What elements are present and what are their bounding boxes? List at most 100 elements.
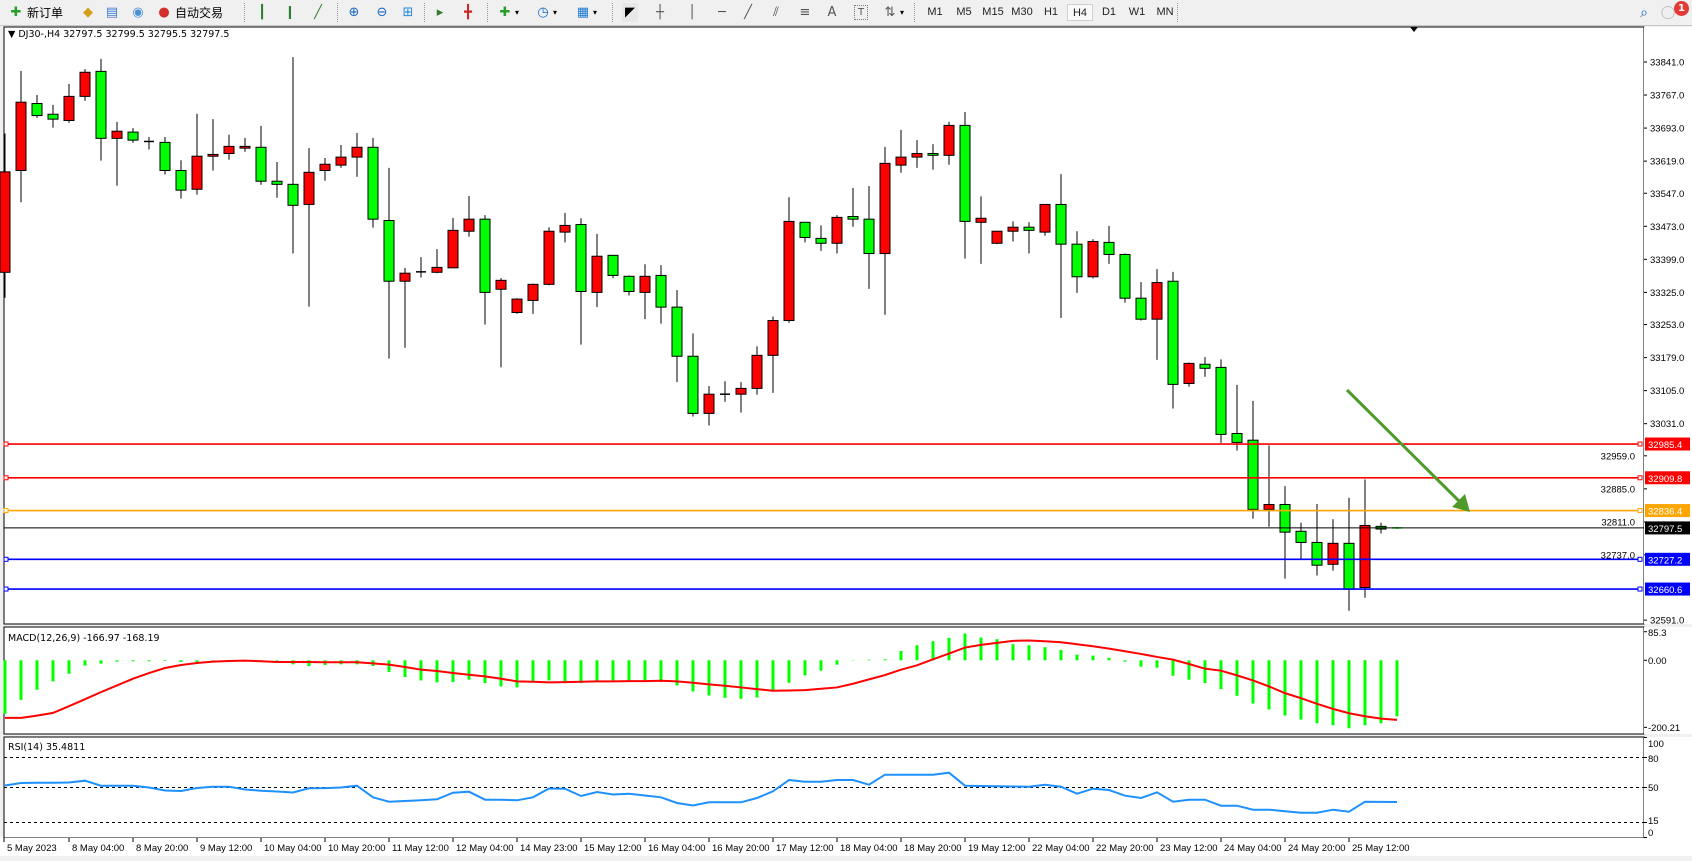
auto-scroll-button[interactable]: ▸ — [432, 3, 448, 22]
timeframe-d1[interactable]: D1 — [1101, 6, 1117, 18]
time-tick-label: 16 May 20:00 — [712, 843, 770, 854]
candle — [720, 381, 730, 402]
vertical-line-button[interactable]: │ — [684, 3, 700, 22]
timeframe-h4[interactable]: H4 — [1067, 4, 1093, 21]
candle — [416, 257, 426, 278]
equidistant-channel-icon: ⫽ — [773, 4, 779, 20]
candle-body — [463, 218, 475, 232]
candle-body — [0, 171, 11, 273]
horizontal-levels — [3, 388, 1644, 592]
candle — [1039, 203, 1051, 236]
level-price-label: 32836.4 — [1648, 507, 1682, 518]
candle-body — [575, 224, 587, 293]
chart-shift-button[interactable]: ╋ — [460, 3, 476, 22]
candle — [527, 283, 539, 314]
level-price-tag — [1645, 552, 1690, 566]
time-tick-label: 11 May 12:00 — [392, 843, 449, 854]
candle — [1151, 269, 1163, 360]
equidistant-channel-button[interactable]: ⫽ — [768, 3, 784, 22]
templates-button[interactable]: ▦ ▾ — [575, 3, 599, 22]
annotation-arrowhead-icon — [1452, 494, 1470, 512]
candle — [79, 69, 91, 101]
level-handle — [3, 556, 9, 562]
zoom-out-button[interactable]: ⊖ — [374, 3, 390, 22]
indicators-button[interactable]: ✚ ▾ — [497, 3, 521, 22]
candlestick-chart-button[interactable]: ❙ — [282, 3, 298, 22]
line-chart-icon: ╱ — [314, 4, 322, 20]
candle — [511, 298, 523, 314]
timeframe-w1[interactable]: W1 — [1128, 6, 1146, 18]
timeframe-m15[interactable]: M15 — [982, 6, 1004, 18]
toolbar-separator — [612, 3, 614, 22]
timeframe-m30[interactable]: M30 — [1011, 6, 1033, 18]
time-tick-label: 16 May 04:00 — [648, 843, 706, 854]
level-handle — [1637, 475, 1643, 481]
market-watch-button[interactable]: ◆ — [80, 3, 96, 22]
timeframe-mn[interactable]: MN — [1156, 6, 1174, 18]
candle-body — [1311, 541, 1323, 566]
horizontal-line-button[interactable]: ─ — [714, 3, 730, 22]
auto-trading-icon: ● — [158, 4, 170, 20]
candle-body — [1343, 542, 1355, 590]
line-chart-button[interactable]: ╱ — [310, 3, 326, 22]
crosshair-button[interactable]: ┼ — [652, 3, 668, 22]
candle-body — [639, 275, 651, 293]
data-window-button[interactable]: ▤ — [104, 3, 120, 22]
notifications-button[interactable]: ◯ — [1660, 3, 1676, 22]
chart-canvas[interactable]: 33841.0 33767.0 33693.0 33619.0 33547.0 33473… — [0, 26, 1692, 861]
candle-body — [175, 169, 187, 191]
candle-body — [31, 103, 43, 117]
vertical-line-icon: │ — [688, 4, 696, 20]
candle-body — [927, 153, 939, 156]
arrows-button[interactable]: ⇅ ▾ — [882, 3, 906, 22]
tile-windows-button[interactable]: ⊞ — [400, 3, 416, 22]
bar-chart-button[interactable]: ┃ — [254, 3, 270, 22]
timeframe-m5[interactable]: M5 — [956, 6, 972, 18]
timeframe-m1[interactable]: M1 — [927, 6, 943, 18]
rsi-tick-label: 15 — [1648, 816, 1659, 827]
candle — [351, 132, 363, 177]
candle-body — [783, 220, 795, 322]
zoom-in-button[interactable]: ⊕ — [346, 3, 362, 22]
candle — [831, 215, 843, 254]
text-button[interactable]: A — [824, 3, 840, 22]
candle-body — [1151, 282, 1163, 320]
notification-badge: 1 — [1674, 1, 1689, 16]
chart-window[interactable]: 33841.0 33767.0 33693.0 33619.0 33547.0 33473… — [0, 26, 1692, 861]
candle-body — [1231, 432, 1243, 443]
chart-menu-triangle-icon: ▼ — [8, 29, 18, 40]
time-tick-label: 9 May 12:00 — [200, 843, 252, 854]
candle — [1231, 384, 1243, 451]
candle — [47, 104, 59, 128]
new-order-button[interactable]: ✚ 新订单 — [8, 3, 63, 22]
candle — [927, 144, 939, 170]
level-handle — [1637, 441, 1643, 447]
search-button[interactable]: ⌕ — [1636, 3, 1652, 22]
text-label-button[interactable]: T — [854, 3, 868, 22]
periods-button[interactable]: ◷ ▾ — [535, 3, 559, 22]
candle-body — [863, 218, 875, 255]
candle — [751, 346, 763, 395]
price-panel-frame — [3, 26, 1645, 625]
candle-body — [239, 145, 251, 149]
periods-icon: ◷ — [537, 4, 549, 20]
dropdown-arrow-icon: ▾ — [899, 7, 904, 17]
timeframe-h1[interactable]: H1 — [1043, 6, 1059, 18]
candle-body — [95, 70, 107, 139]
fibonacci-button[interactable]: ≡ — [797, 3, 813, 22]
candle-body — [687, 355, 699, 414]
cursor-button[interactable]: ◤ — [622, 3, 638, 22]
trendline-button[interactable]: ╱ — [740, 3, 756, 22]
candle-body — [335, 156, 347, 166]
candle — [15, 70, 27, 203]
navigator-button[interactable]: ◉ — [130, 3, 146, 22]
auto-trading-button[interactable]: ● 自动交易 — [156, 3, 223, 22]
level-handle — [1637, 508, 1643, 514]
candle-body — [399, 272, 411, 282]
candle-body — [847, 215, 859, 220]
price-tick-label: 33399.0 — [1650, 255, 1684, 266]
candle — [1247, 400, 1259, 519]
search-icon: ⌕ — [1640, 4, 1648, 21]
templates-icon: ▦ — [576, 4, 590, 20]
time-tick-label: 12 May 04:00 — [456, 843, 514, 854]
